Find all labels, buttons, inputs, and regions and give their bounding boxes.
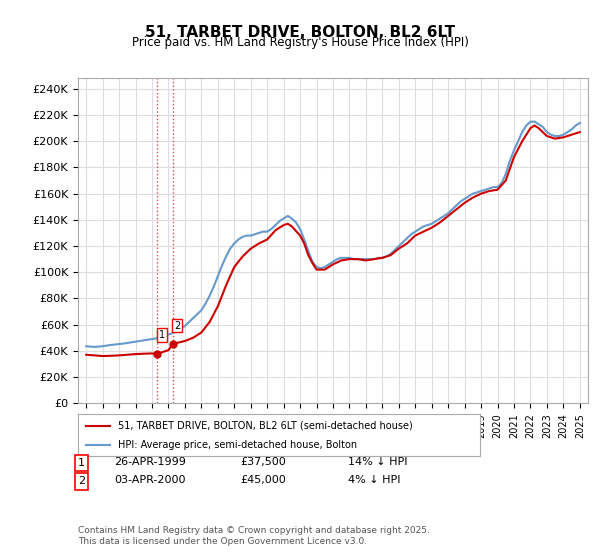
Text: Contains HM Land Registry data © Crown copyright and database right 2025.
This d: Contains HM Land Registry data © Crown c… [78,526,430,546]
Text: 03-APR-2000: 03-APR-2000 [114,475,185,486]
Text: £37,500: £37,500 [240,457,286,467]
Text: 26-APR-1999: 26-APR-1999 [114,457,186,467]
Text: 1: 1 [78,458,85,468]
Text: HPI: Average price, semi-detached house, Bolton: HPI: Average price, semi-detached house,… [118,440,358,450]
Text: 51, TARBET DRIVE, BOLTON, BL2 6LT (semi-detached house): 51, TARBET DRIVE, BOLTON, BL2 6LT (semi-… [118,421,413,431]
Text: 14% ↓ HPI: 14% ↓ HPI [348,457,407,467]
Text: 2: 2 [78,477,85,487]
Text: 1: 1 [159,330,165,340]
Text: 51, TARBET DRIVE, BOLTON, BL2 6LT: 51, TARBET DRIVE, BOLTON, BL2 6LT [145,25,455,40]
Text: £45,000: £45,000 [240,475,286,486]
Text: 2: 2 [174,320,181,330]
Text: Price paid vs. HM Land Registry's House Price Index (HPI): Price paid vs. HM Land Registry's House … [131,36,469,49]
Text: 4% ↓ HPI: 4% ↓ HPI [348,475,401,486]
